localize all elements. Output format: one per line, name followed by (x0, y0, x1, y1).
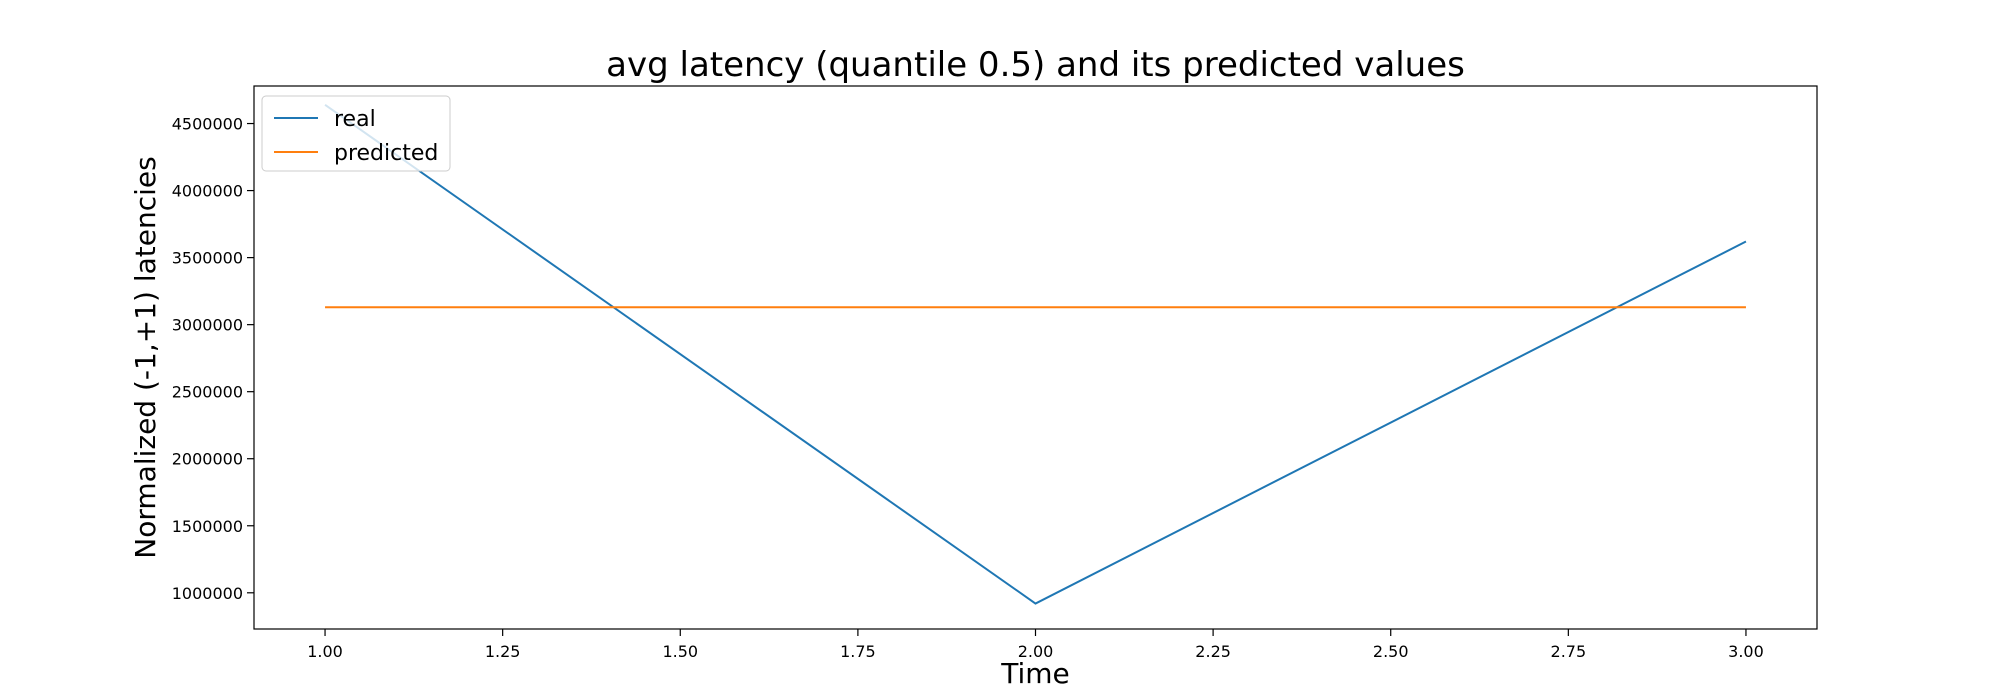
x-tick-label: 2.25 (1195, 642, 1231, 661)
y-tick-label: 4500000 (172, 115, 243, 134)
y-axis-label: Normalized (-1,+1) latencies (129, 156, 162, 558)
legend-label-predicted: predicted (334, 141, 438, 166)
chart-title: avg latency (quantile 0.5) and its predi… (606, 45, 1465, 85)
x-tick-label: 3.00 (1728, 642, 1764, 661)
x-tick-label: 2.75 (1551, 642, 1587, 661)
axes-frame (253, 85, 1818, 630)
y-tick-label: 4000000 (172, 182, 243, 201)
legend-label-real: real (334, 107, 376, 132)
x-axis-label: Time (1000, 657, 1070, 690)
x-tick-label: 1.00 (307, 642, 343, 661)
x-tick-label: 2.00 (1018, 642, 1054, 661)
y-tick-label: 3000000 (172, 316, 243, 335)
x-tick-label: 1.25 (485, 642, 521, 661)
y-tick-label: 2000000 (172, 450, 243, 469)
y-tick-label: 2500000 (172, 383, 243, 402)
x-tick-label: 2.50 (1373, 642, 1409, 661)
plot-area: 1.00 1.25 1.50 1.75 2.00 2.25 2.50 2.75 3.00 1000… (172, 85, 1818, 661)
series-line-real (324, 103, 1747, 605)
y-tick-label: 1500000 (172, 517, 243, 536)
y-tick-label: 1000000 (172, 584, 243, 603)
legend: real predicted (261, 95, 451, 172)
x-tick-label: 1.75 (840, 642, 876, 661)
y-tick-label: 3500000 (172, 249, 243, 268)
x-tick-label: 1.50 (662, 642, 698, 661)
